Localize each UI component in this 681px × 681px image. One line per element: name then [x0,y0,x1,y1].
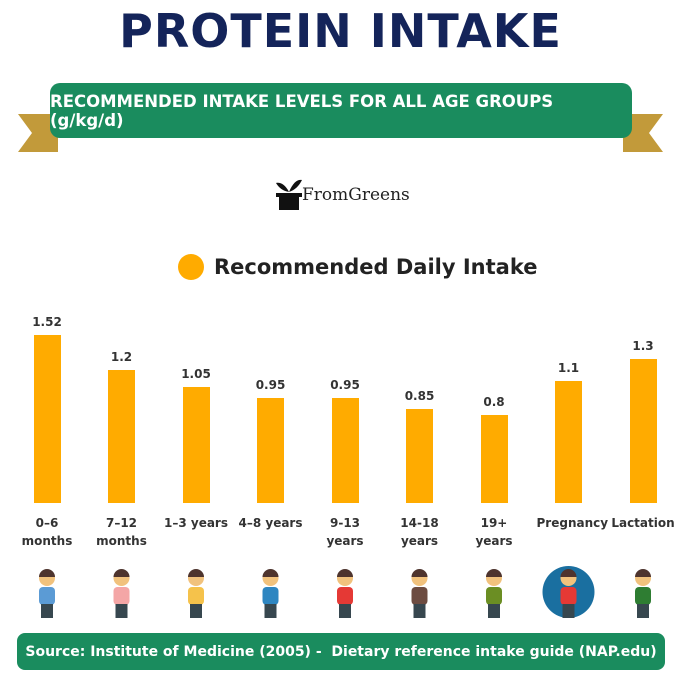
value-label: 0.95 [255,378,286,392]
person-icon [113,569,130,618]
bar [33,335,61,503]
x-tick-label: 0–6 months [21,516,73,548]
legend: Recommended Daily Intake [178,254,537,280]
value-label: 1.1 [557,361,580,376]
person-icon [635,569,651,618]
subtitle: RECOMMENDED INTAKE LEVELS FOR ALL AGE GR… [50,83,632,138]
bar [629,359,657,503]
value-label: 0.85 [404,389,435,404]
value-label: 0.8 [483,394,505,409]
person-icon [262,569,279,618]
icons [39,566,651,618]
bar [331,398,359,503]
person-icon [337,569,353,618]
legend-swatch [178,254,204,280]
bar [182,386,210,503]
value-label: 1.2 [110,350,133,365]
x-tick-label: 14-18 years [400,516,439,548]
x-tick-label: 9-13 years [326,516,364,548]
x-tick-label: Pregnancy [536,516,609,530]
person-icon [542,566,595,618]
x-tick-label: Lactation [611,516,675,530]
bar [108,370,135,503]
value-label: 1.3 [632,339,654,354]
person-icon [411,569,428,618]
bar [480,414,508,503]
bar [257,398,284,503]
ribbon-end [623,114,663,152]
title: PROTEIN INTAKE [119,4,562,58]
person-icon [39,569,55,618]
source: Source: Institute of Medicine (2005) - D… [17,633,665,670]
logo-icon [276,179,302,210]
x-tick-label: 19+ years [475,516,513,548]
x-tick-label: 4–8 years [238,516,303,530]
x-tick-label: 7–12 months [96,516,147,548]
ribbon-end [18,114,58,152]
person-icon [188,569,204,618]
bar [406,409,433,503]
person-icon [486,569,502,618]
value-label: 0.95 [330,378,360,392]
legend-label: Recommended Daily Intake [214,255,538,279]
brand: FromGreens [302,185,410,205]
bar [555,381,582,503]
value-label: 1.05 [181,366,211,381]
x-tick-label: 1–3 years [164,516,228,530]
value-label: 1.52 [32,315,62,329]
